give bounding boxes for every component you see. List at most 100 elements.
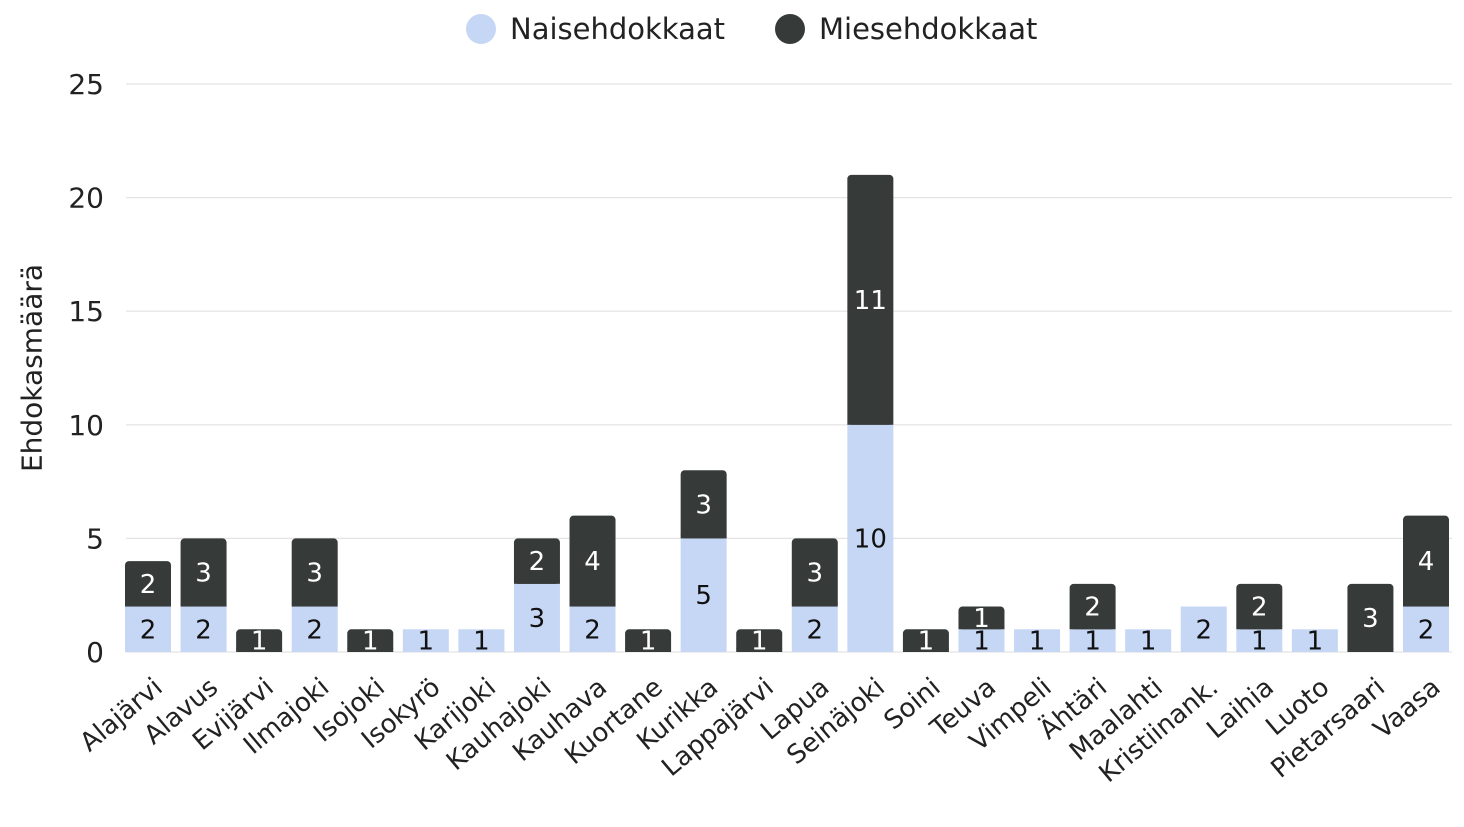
data-label-men: 4: [584, 547, 601, 577]
bar-women: [958, 629, 1005, 652]
bar-men: [1069, 583, 1116, 630]
bar-men: [513, 538, 560, 584]
bar-men: [958, 606, 1005, 630]
legend-item-men: Miesehdokkaat: [775, 12, 1037, 46]
bar-men: [847, 174, 894, 425]
data-label-men: 2: [529, 547, 546, 577]
data-label-men: 1: [251, 627, 268, 657]
data-label-women: 1: [473, 627, 490, 657]
legend-swatch-women: [466, 14, 496, 44]
data-label-men: 1: [918, 627, 935, 657]
bar-men-base: [1403, 602, 1449, 607]
legend-label-women: Naisehdokkaat: [510, 12, 725, 46]
bar-men: [625, 629, 672, 652]
bar-men: [791, 538, 838, 607]
bar-women: [402, 629, 449, 652]
y-tick-label: 10: [68, 409, 104, 442]
bar-men-base: [902, 648, 949, 652]
bar-men: [736, 629, 783, 652]
bar-men-base: [1347, 648, 1394, 652]
bar-men: [569, 515, 616, 607]
y-tick-label: 20: [68, 182, 104, 215]
bar-men-base: [125, 602, 171, 607]
data-label-women: 1: [1084, 627, 1101, 657]
data-label-men: 1: [640, 627, 657, 657]
bar-women: [1291, 629, 1338, 652]
bar-men: [347, 629, 394, 652]
data-label-women: 2: [140, 615, 157, 645]
bar-men-base: [958, 625, 1005, 630]
bar-men: [236, 629, 283, 652]
data-label-men: 3: [306, 558, 323, 588]
bar-women: [569, 606, 616, 652]
bar-women: [791, 606, 838, 652]
data-label-men: 3: [695, 490, 712, 520]
data-label-men: 2: [1084, 593, 1101, 623]
data-label-men: 1: [751, 627, 768, 657]
bar-women: [1069, 629, 1116, 652]
data-label-men: 11: [854, 286, 887, 316]
y-tick-label: 15: [68, 295, 104, 328]
data-label-women: 1: [1251, 627, 1268, 657]
bar-men-base: [680, 534, 727, 539]
y-axis-label: Ehdokasmäärä: [15, 263, 49, 473]
bar-women: [1125, 629, 1172, 652]
data-label-men: 1: [973, 604, 990, 634]
bar-women: [1014, 629, 1061, 652]
bar-men: [1236, 583, 1283, 630]
bar-men-base: [291, 602, 338, 607]
data-label-women: 2: [1418, 615, 1435, 645]
data-label-women: 2: [584, 615, 601, 645]
data-label-women: 2: [195, 615, 212, 645]
bar-men: [125, 561, 171, 607]
data-label-women: 1: [418, 627, 435, 657]
legend-swatch-men: [775, 14, 805, 44]
data-label-women: 5: [695, 581, 712, 611]
data-label-women: 1: [1029, 627, 1046, 657]
data-label-women: 3: [529, 604, 546, 634]
bar-men: [1403, 515, 1449, 607]
bar-men-base: [236, 648, 283, 652]
bar-women: [680, 538, 727, 652]
data-label-men: 2: [140, 570, 157, 600]
data-label-men: 3: [195, 558, 212, 588]
bar-men-base: [180, 602, 227, 607]
bar-men-base: [625, 648, 672, 652]
bar-women: [125, 606, 171, 652]
y-tick-label: 25: [68, 68, 104, 101]
bar-men: [1347, 583, 1394, 652]
bar-men: [291, 538, 338, 607]
legend: Naisehdokkaat Miesehdokkaat: [466, 12, 1037, 46]
bar-men-base: [791, 602, 838, 607]
data-label-men: 4: [1418, 547, 1435, 577]
bar-men: [902, 629, 949, 652]
bar-men-base: [1069, 625, 1116, 630]
bar-women: [180, 606, 227, 652]
data-label-women: 1: [973, 627, 990, 657]
bar-men-base: [513, 579, 560, 584]
data-label-women: 2: [807, 615, 824, 645]
y-tick-label: 0: [86, 636, 104, 669]
bar-women: [1180, 606, 1227, 652]
bar-men-base: [847, 420, 894, 425]
bar-women: [1236, 629, 1283, 652]
bar-men-base: [569, 602, 616, 607]
data-label-men: 3: [807, 558, 824, 588]
bar-men-base: [736, 648, 783, 652]
legend-item-women: Naisehdokkaat: [466, 12, 725, 46]
data-label-men: 2: [1251, 593, 1268, 623]
bar-women: [847, 424, 894, 652]
data-label-women: 2: [306, 615, 323, 645]
bar-men: [680, 470, 727, 539]
data-label-women: 2: [1195, 615, 1212, 645]
data-label-men: 3: [1362, 604, 1379, 634]
data-label-women: 10: [854, 524, 887, 554]
bar-women: [1403, 606, 1449, 652]
data-label-women: 1: [1140, 627, 1157, 657]
data-label-men: 1: [362, 627, 379, 657]
bar-men: [180, 538, 227, 607]
bar-women: [291, 606, 338, 652]
bar-women: [458, 629, 505, 652]
